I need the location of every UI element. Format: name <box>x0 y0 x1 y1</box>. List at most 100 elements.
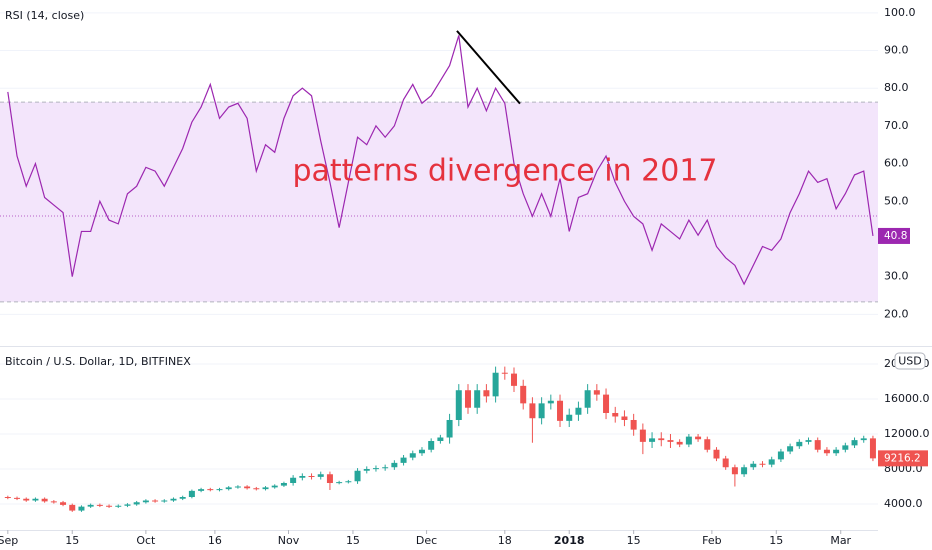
x-tick-label: 15 <box>346 534 360 547</box>
candle-body <box>501 372 508 374</box>
candle-body <box>437 437 444 441</box>
y-tick-label: 70.0 <box>884 119 909 132</box>
candle-body <box>603 394 610 413</box>
currency-label: USD <box>898 355 922 368</box>
y-tick-label: 20.0 <box>884 307 909 320</box>
candle-body <box>538 403 545 419</box>
x-tick-label: 15 <box>65 534 79 547</box>
candle-body <box>326 474 333 484</box>
candle-body <box>695 436 702 440</box>
candle-body <box>584 390 591 408</box>
candle-body <box>280 483 287 486</box>
y-tick-label: 50.0 <box>884 194 909 207</box>
candle-body <box>842 445 849 450</box>
y-tick-label: 16000.0 <box>884 392 930 405</box>
candle-body <box>593 390 600 395</box>
candle-body <box>805 440 812 442</box>
candle-body <box>492 372 499 397</box>
x-tick-label: Dec <box>416 534 437 547</box>
candle-body <box>428 440 435 450</box>
candle-body <box>731 467 738 475</box>
candle-body <box>41 498 48 502</box>
candle-body <box>483 390 490 397</box>
candle-body <box>354 470 361 482</box>
rsi-line <box>7 35 874 286</box>
candle-body <box>78 506 85 511</box>
rsi-pane: 20.030.040.050.060.070.080.090.0100.040.… <box>0 6 916 320</box>
candle-body <box>851 440 858 446</box>
candle-body <box>649 438 656 442</box>
candle-body <box>704 439 711 450</box>
candle-body <box>557 400 564 421</box>
candle-body <box>14 497 21 499</box>
candle-body <box>4 497 11 499</box>
symbol-legend: Bitcoin / U.S. Dollar, 1D, BITFINEX <box>5 355 191 368</box>
candle-body <box>207 489 214 491</box>
x-tick-label: 16 <box>208 534 222 547</box>
x-tick-label: Feb <box>702 534 721 547</box>
price-pane: 4000.08000.012000.016000.020000.09216.2S… <box>0 357 930 547</box>
candle-body <box>262 487 269 490</box>
candle-body <box>658 438 665 441</box>
candle-body <box>860 438 867 441</box>
candle-body <box>833 449 840 454</box>
candle-body <box>142 500 149 503</box>
candle-body <box>639 429 646 442</box>
y-tick-label: 90.0 <box>884 44 909 57</box>
x-tick-label: Nov <box>278 534 300 547</box>
last-value-badge <box>878 227 910 244</box>
candle-body <box>750 463 757 468</box>
candle-body <box>271 485 278 488</box>
candle-body <box>869 438 876 459</box>
candle-body <box>612 412 619 417</box>
candle-body <box>621 416 628 420</box>
candle-body <box>676 441 683 445</box>
x-tick-label: Sep <box>0 534 18 547</box>
candle-body <box>345 481 352 483</box>
candle-body <box>198 489 205 491</box>
candle-body <box>50 501 57 503</box>
candle-body <box>290 477 297 484</box>
y-tick-label: 12000.0 <box>884 427 930 440</box>
x-tick-label: 15 <box>769 534 783 547</box>
candle-body <box>400 457 407 463</box>
candle-body <box>722 458 729 468</box>
candle-body <box>23 498 30 501</box>
trend-line <box>456 30 521 105</box>
last-price-badge <box>878 450 928 467</box>
candle-body <box>787 446 794 452</box>
candle-body <box>382 467 389 469</box>
x-tick-label: Oct <box>136 534 156 547</box>
candle-body <box>455 390 462 420</box>
candle-body <box>133 502 140 505</box>
rsi-band <box>0 102 878 302</box>
candle-body <box>336 482 343 484</box>
x-tick-label: 2018 <box>554 534 585 547</box>
candle-body <box>87 504 94 507</box>
candle-body <box>685 436 692 445</box>
candle-body <box>244 486 251 489</box>
candle-body <box>823 449 830 454</box>
y-tick-label: 100.0 <box>884 6 916 19</box>
last-value-label: 40.8 <box>884 230 907 242</box>
candle-body <box>299 476 306 478</box>
currency-badge <box>894 352 926 370</box>
candle-body <box>446 419 453 438</box>
candle-body <box>234 486 241 488</box>
candle-body <box>188 490 195 498</box>
candle-body <box>418 449 425 454</box>
candle-body <box>69 504 76 511</box>
candle-body <box>32 498 39 501</box>
candle-body <box>253 488 260 490</box>
candle-body <box>106 505 113 507</box>
candle-body <box>511 373 518 386</box>
candle-body <box>225 487 232 490</box>
candle-body <box>630 419 637 430</box>
x-tick-label: 15 <box>627 534 641 547</box>
candle-body <box>768 459 775 465</box>
candle-body <box>796 441 803 447</box>
candle-body <box>464 390 471 408</box>
candle-body <box>391 462 398 468</box>
candle-body <box>161 500 168 502</box>
candle-body <box>216 489 223 491</box>
